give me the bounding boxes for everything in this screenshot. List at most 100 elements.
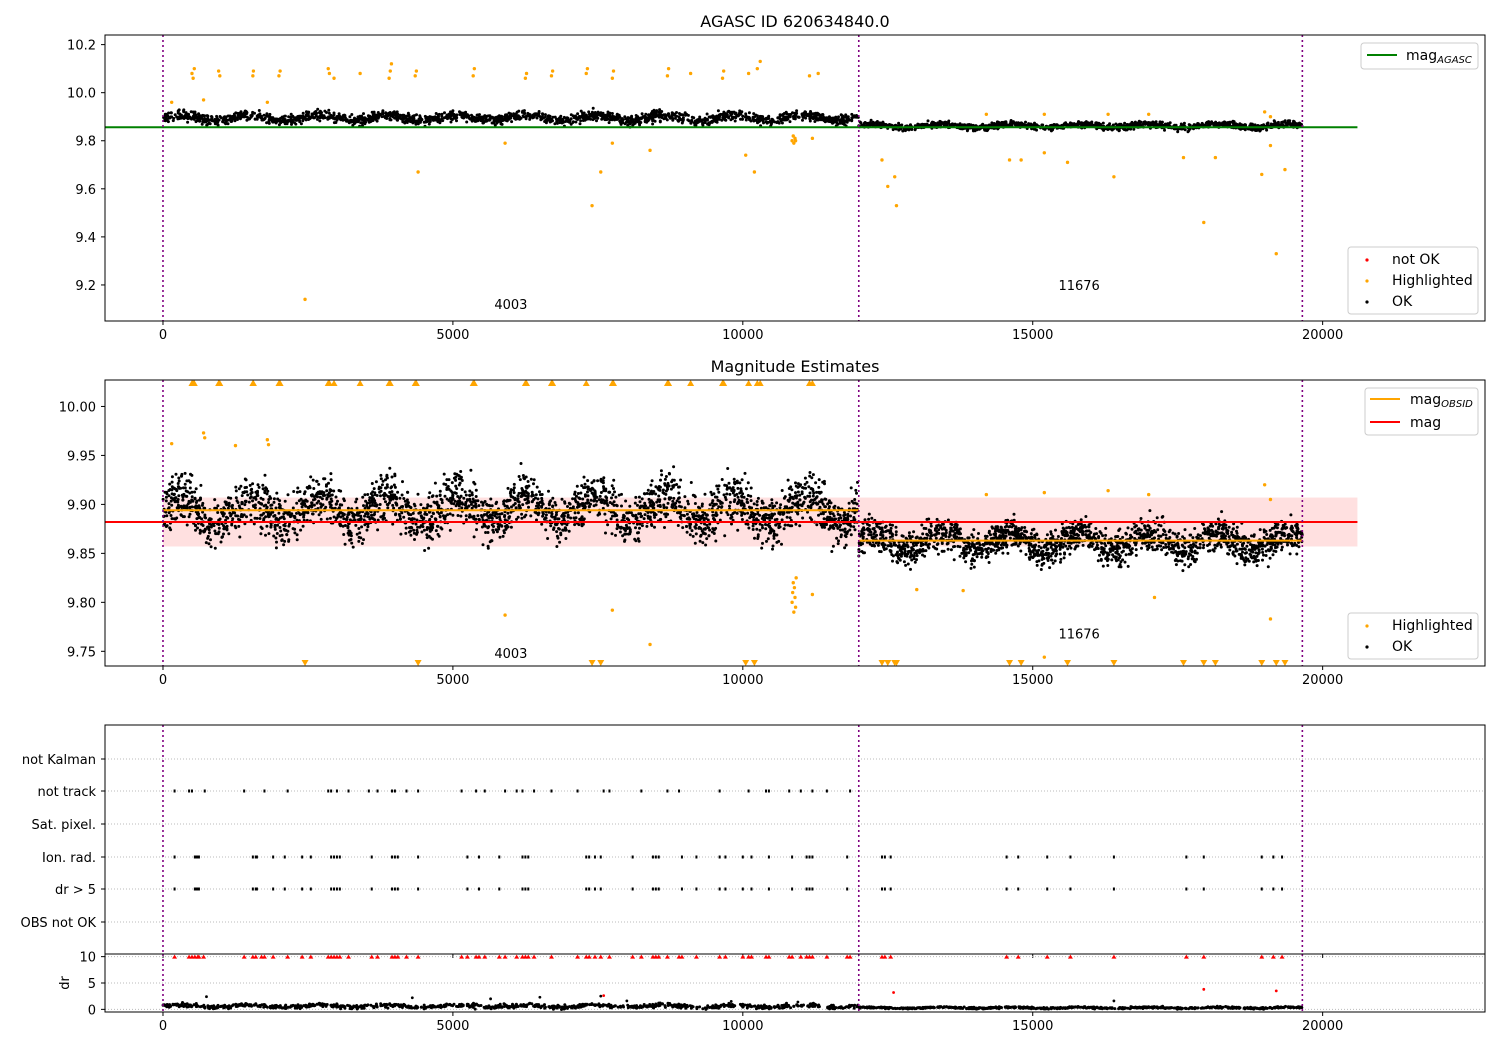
- ok-point: [997, 123, 1001, 127]
- ok-point: [678, 500, 681, 504]
- ok-point: [650, 111, 653, 115]
- ok-point: [404, 531, 408, 535]
- ok-point: [345, 119, 348, 123]
- ok-point: [1163, 128, 1166, 132]
- ok-point: [690, 529, 694, 533]
- ok-point: [400, 493, 404, 497]
- highlighted-point: [744, 153, 748, 157]
- ok-point: [1096, 122, 1100, 125]
- highlighted-point: [358, 71, 362, 76]
- ok-point: [552, 526, 556, 530]
- ok-point: [238, 117, 242, 121]
- ok-point: [227, 501, 231, 505]
- ok-point: [670, 114, 674, 118]
- highlighted-point: [277, 74, 281, 78]
- ok-point: [382, 497, 386, 501]
- ok-point: [401, 480, 404, 484]
- ok-point: [643, 513, 647, 517]
- ok-point: [245, 111, 249, 115]
- ok-point: [650, 115, 654, 119]
- ok-point: [388, 117, 392, 120]
- ok-point: [860, 123, 864, 127]
- ok-point: [780, 489, 784, 492]
- ok-point: [489, 497, 493, 501]
- ok-point: [753, 118, 757, 122]
- ok-point: [653, 525, 656, 529]
- ok-point: [761, 541, 764, 545]
- ok-point: [200, 122, 204, 126]
- ok-point: [201, 524, 205, 527]
- ok-point: [1207, 120, 1211, 124]
- ok-point: [285, 533, 289, 536]
- ok-point: [174, 517, 177, 521]
- ok-point: [203, 506, 207, 510]
- ok-point: [786, 478, 790, 482]
- ok-point: [1240, 123, 1244, 127]
- ok-point: [376, 111, 380, 114]
- ok-point: [1085, 123, 1089, 127]
- ok-point: [255, 516, 259, 520]
- ok-point: [728, 492, 732, 496]
- ok-point: [191, 116, 195, 120]
- ok-point: [516, 515, 520, 519]
- ok-point: [446, 485, 450, 488]
- ok-point: [516, 116, 519, 120]
- ok-point: [470, 491, 474, 495]
- ok-point: [486, 544, 490, 548]
- ok-point: [836, 526, 840, 530]
- highlighted-point: [550, 69, 555, 73]
- highlighted-point: [1042, 112, 1047, 117]
- ok-point: [506, 116, 510, 120]
- ok-point: [169, 499, 173, 503]
- ok-point: [786, 523, 790, 527]
- ok-point: [751, 524, 755, 528]
- ok-point: [493, 123, 497, 127]
- legend-label-not-ok: not OK: [1392, 252, 1440, 268]
- ok-point: [457, 483, 461, 487]
- ok-point: [177, 476, 181, 480]
- ok-point: [265, 524, 269, 528]
- ok-point: [486, 503, 489, 507]
- ok-point: [724, 112, 728, 116]
- ok-point: [612, 478, 616, 482]
- ok-point: [200, 503, 204, 507]
- ok-point: [651, 119, 655, 123]
- ok-point: [841, 118, 845, 122]
- ok-point: [392, 112, 396, 116]
- ok-point: [571, 114, 575, 118]
- ok-point: [362, 112, 365, 116]
- ok-point: [595, 119, 598, 123]
- ok-point: [425, 533, 429, 537]
- ok-point: [728, 500, 732, 504]
- ok-point: [639, 121, 643, 124]
- ok-point: [418, 114, 422, 118]
- ok-point: [238, 535, 242, 539]
- ok-point: [472, 118, 476, 122]
- highlighted-point: [192, 66, 196, 71]
- ok-point: [336, 499, 339, 503]
- highlighted-point: [523, 76, 528, 80]
- highlighted-point: [327, 71, 332, 76]
- ok-point: [656, 486, 660, 490]
- ok-point: [259, 496, 263, 500]
- ok-point: [764, 527, 768, 531]
- ok-point: [454, 484, 458, 488]
- ok-point: [922, 123, 926, 127]
- ok-point: [787, 499, 791, 503]
- ok-point: [822, 517, 826, 521]
- highlighted-point: [1274, 252, 1278, 256]
- ok-point: [450, 481, 454, 485]
- ok-point: [586, 498, 590, 502]
- ok-point: [197, 112, 201, 116]
- ok-point: [742, 495, 746, 499]
- ok-point: [658, 503, 662, 507]
- ok-point: [526, 492, 530, 496]
- ok-point: [169, 496, 173, 500]
- ok-point: [402, 515, 406, 519]
- ok-point: [530, 490, 534, 494]
- y-tick-label: 10.0: [67, 87, 96, 102]
- ok-point: [357, 539, 361, 543]
- ok-point: [544, 528, 548, 532]
- highlighted-point: [251, 69, 256, 73]
